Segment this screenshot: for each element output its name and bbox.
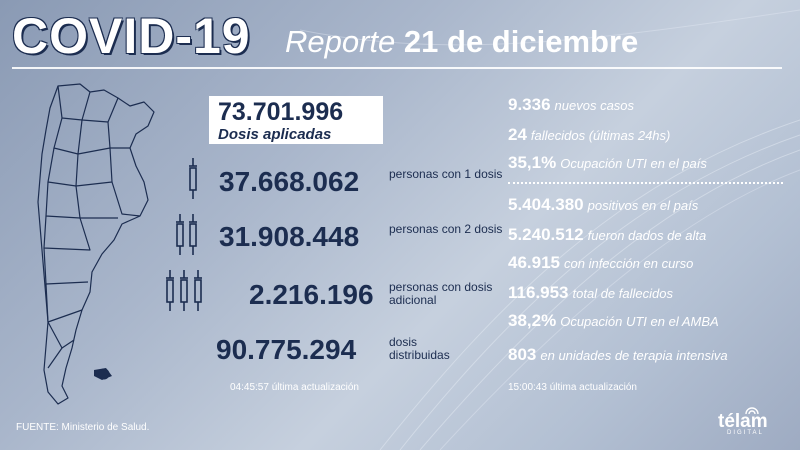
vaccination-update: 04:45:57 última actualización (230, 382, 359, 394)
argentina-map-icon (37, 83, 155, 405)
vaccination-update-label: última actualización (271, 382, 359, 393)
total-deaths-stat: 116.953 total de fallecidos (508, 284, 673, 303)
vaccination-update-time: 04:45:57 (230, 382, 269, 393)
two-doses-label: personas con 2 dosis (389, 222, 503, 236)
telam-logo: télam (718, 411, 768, 432)
stat-label: positivos en el país (587, 198, 699, 213)
broadcast-icon (745, 407, 759, 415)
icu-country-stat: 35,1% Ocupación UTI en el país (508, 154, 707, 173)
one-dose-value: 37.668.062 (219, 166, 360, 197)
source-note: FUENTE: Ministerio de Salud. (16, 422, 150, 433)
stat-label: Ocupación UTI en el país (560, 156, 707, 171)
total-doses-value: 73.701.996 (218, 98, 344, 126)
single-syringe-icon (189, 158, 197, 199)
stat-label: en unidades de terapia intensiva (540, 348, 728, 363)
report-label: Reporte (285, 24, 396, 59)
discharged-stat: 5.240.512 fueron dados de alta (508, 226, 706, 245)
stat-label: nuevos casos (554, 98, 635, 113)
stat-value: 24 (508, 125, 527, 144)
active-infection-stat: 46.915 con infección en curso (508, 254, 693, 273)
cases-update-time: 15:00:43 (508, 382, 547, 393)
stat-label: fallecidos (últimas 24hs) (530, 128, 671, 143)
stat-label: Ocupación UTI en el AMBA (560, 314, 719, 329)
positives-stat: 5.404.380 positivos en el país (508, 196, 698, 215)
report-subtitle: Reporte 21 de diciembre (285, 22, 638, 62)
stat-label: total de fallecidos (572, 286, 673, 301)
new-cases-stat: 9.336 nuevos casos (508, 96, 634, 115)
two-doses-value: 31.908.448 (219, 221, 360, 252)
telam-logo-sub: DIGITAL (727, 430, 764, 436)
total-doses-box (209, 96, 383, 144)
stats-divider (508, 182, 783, 184)
icu-amba-stat: 38,2% Ocupación UTI en el AMBA (508, 312, 719, 331)
stat-value: 9.336 (508, 95, 551, 114)
cases-update-label: última actualización (549, 382, 637, 393)
page-title: COVID-19 (12, 8, 251, 64)
report-date: 21 de diciembre (403, 24, 639, 59)
total-doses-label: Dosis aplicadas (218, 126, 332, 143)
icu-units-stat: 803 en unidades de terapia intensiva (508, 346, 728, 365)
additional-dose-label: personas con dosis adicional (389, 280, 493, 307)
triple-syringe-icon (166, 270, 202, 311)
distributed-doses-label: dosis distribuidas (389, 335, 450, 362)
stat-label: con infección en curso (564, 256, 694, 271)
stat-value: 35,1% (508, 153, 557, 172)
double-syringe-icon (176, 214, 197, 255)
distributed-doses-value: 90.775.294 (216, 334, 357, 365)
stat-label: fueron dados de alta (587, 228, 707, 243)
cases-update: 15:00:43 última actualización (508, 382, 637, 394)
stat-value: 5.240.512 (508, 225, 584, 244)
stat-value: 116.953 (508, 283, 569, 302)
stat-value: 5.404.380 (508, 195, 584, 214)
stat-value: 38,2% (508, 311, 557, 330)
one-dose-label: personas con 1 dosis (389, 167, 503, 181)
additional-dose-value: 2.216.196 (249, 279, 374, 310)
stat-value: 46.915 (508, 253, 560, 272)
stat-value: 803 (508, 345, 537, 364)
title-divider (12, 67, 782, 69)
deaths-24h-stat: 24 fallecidos (últimas 24hs) (508, 126, 670, 145)
